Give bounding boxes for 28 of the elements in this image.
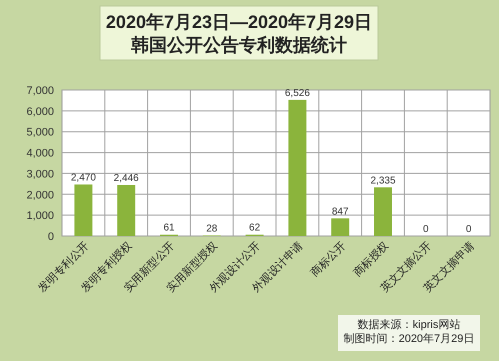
bar bbox=[74, 184, 92, 236]
data-label: 2,470 bbox=[70, 172, 96, 184]
data-label: 6,526 bbox=[284, 88, 310, 99]
bar bbox=[117, 184, 136, 236]
chart-subtitle: 韩国公开公告专利数据统计 bbox=[130, 35, 347, 55]
y-tick-label: 2,000 bbox=[26, 189, 54, 202]
y-tick-label: 6,000 bbox=[26, 106, 54, 118]
y-tick-label: 3,000 bbox=[26, 168, 54, 180]
chart-title: 2020年7月23日—2020年7月29日 bbox=[106, 12, 372, 32]
data-label: 62 bbox=[249, 222, 261, 234]
data-label: 0 bbox=[466, 224, 472, 235]
data-label: 847 bbox=[332, 206, 349, 218]
x-tick-label: 商标公开 bbox=[308, 238, 348, 280]
y-tick-label: 7,000 bbox=[26, 85, 54, 97]
y-tick-label: 0 bbox=[48, 231, 54, 243]
source-note: 数据来源：kipris网站 bbox=[358, 318, 460, 331]
y-tick-label: 1,000 bbox=[26, 210, 54, 222]
data-label: 2,446 bbox=[114, 172, 140, 184]
bar bbox=[288, 100, 306, 236]
data-label: 61 bbox=[163, 222, 175, 234]
data-label: 28 bbox=[206, 223, 218, 234]
data-label: 2,335 bbox=[370, 175, 396, 186]
text: 制图时间：2020年7月29日 bbox=[344, 332, 474, 345]
bar bbox=[331, 218, 350, 236]
y-tick-label: 4,000 bbox=[26, 148, 54, 160]
y-tick-label: 5,000 bbox=[26, 126, 54, 139]
bar bbox=[374, 187, 392, 236]
data-label: 0 bbox=[423, 224, 430, 235]
